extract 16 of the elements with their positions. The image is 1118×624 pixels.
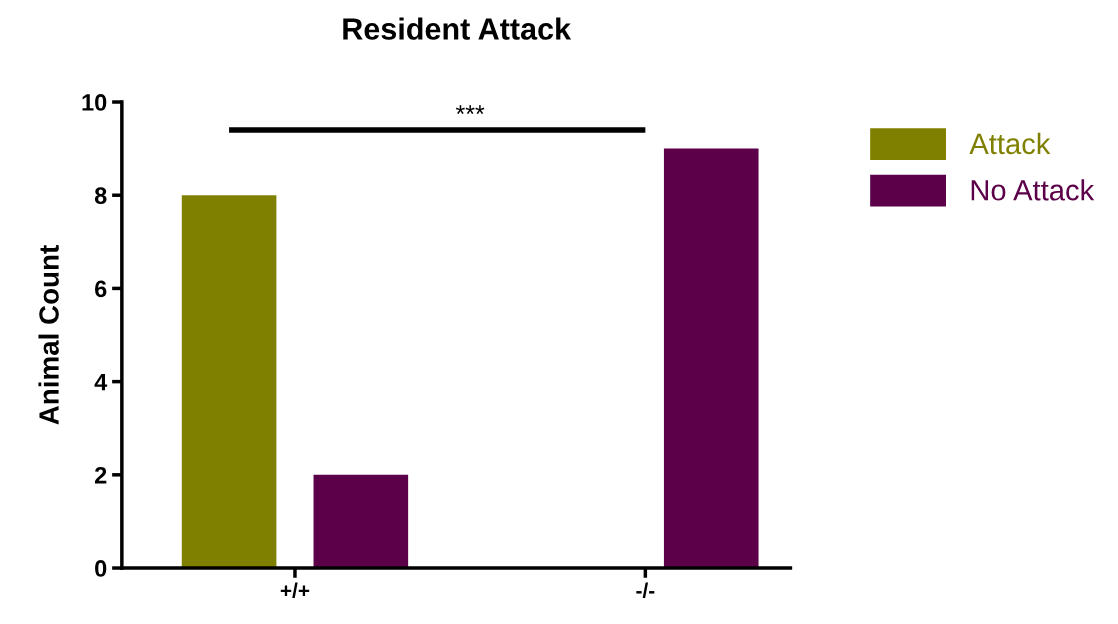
x-tick-label: +/+ [280, 582, 310, 599]
y-tick-label: 10 [82, 94, 107, 111]
bar [181, 195, 277, 569]
x-tick-label: -/- [636, 582, 655, 599]
y-tick-label: 0 [95, 560, 107, 577]
bar [663, 148, 759, 569]
y-tick-label: 8 [94, 187, 107, 205]
y-axis-title: Animal Count [38, 245, 59, 425]
legend-label: No Attack [971, 179, 1095, 201]
bar [313, 474, 409, 569]
y-tick-label: 2 [94, 466, 107, 484]
legend-label: Attack [969, 132, 1051, 155]
y-tick-label: 6 [95, 280, 107, 298]
chart-title: Resident Attack [343, 17, 572, 40]
annotation: *** [455, 105, 485, 115]
y-tick-label: 4 [94, 373, 108, 391]
